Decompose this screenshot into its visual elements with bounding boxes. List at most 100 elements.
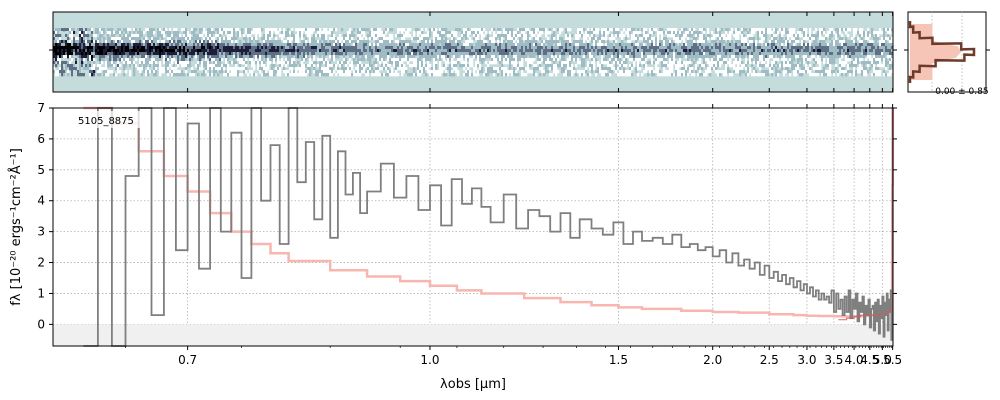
spectrum-2d-pixel <box>405 43 408 47</box>
spectrum-2d-pixel <box>691 46 694 50</box>
spectrum-2d-pixel <box>375 61 378 65</box>
spectrum-2d-pixel <box>593 28 596 32</box>
spectrum-2d-pixel <box>107 61 110 65</box>
spectrum-2d-pixel <box>727 40 730 44</box>
spectrum-2d-pixel <box>399 28 402 32</box>
spectrum-2d-pixel <box>297 49 300 53</box>
spectrum-2d-pixel <box>763 73 766 77</box>
spectrum-2d-pixel <box>143 55 146 59</box>
spectrum-2d-pixel <box>521 31 524 35</box>
spectrum-2d-pixel <box>119 37 122 41</box>
spectrum-2d-pixel <box>125 52 128 56</box>
spectrum-2d-pixel <box>309 52 312 56</box>
spectrum-2d-pixel <box>757 73 760 77</box>
spectrum-2d-pixel <box>757 34 760 38</box>
spectrum-2d-pixel <box>63 49 66 53</box>
spectrum-2d-pixel <box>215 28 218 32</box>
spectrum-2d-pixel <box>413 34 416 38</box>
spectrum-2d-pixel <box>199 43 202 47</box>
spectrum-2d-pixel <box>469 52 472 56</box>
spectrum-2d-pixel <box>439 49 442 53</box>
spectrum-2d-pixel <box>723 73 726 77</box>
spectrum-2d-pixel <box>71 70 74 74</box>
spectrum-2d-pixel <box>467 58 470 62</box>
spectrum-2d-pixel <box>489 37 492 41</box>
spectrum-2d-pixel <box>637 55 640 59</box>
spectrum-2d-pixel <box>787 31 790 35</box>
spectrum-2d-pixel <box>689 49 692 53</box>
spectrum-2d-pixel <box>433 70 436 74</box>
spectrum-2d-pixel <box>669 64 672 68</box>
spectrum-2d-pixel <box>439 73 442 77</box>
spectrum-2d-pixel <box>481 37 484 41</box>
spectrum-2d-pixel <box>709 73 712 77</box>
spectrum-2d-pixel <box>293 34 296 38</box>
spectrum-2d-pixel <box>317 31 320 35</box>
spectrum-2d-pixel <box>353 28 356 32</box>
spectrum-2d-pixel <box>803 67 806 71</box>
spectrum-2d-pixel <box>109 37 112 41</box>
spectrum-2d-pixel <box>527 64 530 68</box>
spectrum-2d-pixel <box>229 37 232 41</box>
spectrum-2d-pixel <box>207 67 210 71</box>
spectrum-2d-pixel <box>83 73 86 77</box>
spectrum-2d-pixel <box>551 49 554 53</box>
spectrum-2d-pixel <box>645 28 648 32</box>
spectrum-2d-pixel <box>679 58 682 62</box>
spectrum-2d-pixel <box>551 55 554 59</box>
spectrum-2d-pixel <box>749 37 752 41</box>
spectrum-2d-pixel <box>251 46 254 50</box>
spectrum-2d-pixel <box>715 58 718 62</box>
spectrum-2d-pixel <box>349 73 352 77</box>
spectrum-2d-pixel <box>335 52 338 56</box>
spectrum-2d-pixel <box>451 64 454 68</box>
spectrum-2d-pixel <box>57 31 60 35</box>
spectrum-2d-pixel <box>365 73 368 77</box>
spectrum-2d-pixel <box>161 37 164 41</box>
spectrum-2d-pixel <box>825 70 828 74</box>
spectrum-2d-pixel <box>253 73 256 77</box>
spectrum-2d-pixel <box>463 43 466 47</box>
spectrum-2d-pixel <box>815 40 818 44</box>
spectrum-2d-pixel <box>739 61 742 65</box>
spectrum-2d-pixel <box>547 46 550 50</box>
spectrum-2d-pixel <box>103 28 106 32</box>
spectrum-2d-pixel <box>617 58 620 62</box>
spectrum-2d-pixel <box>651 46 654 50</box>
spectrum-2d-pixel <box>661 52 664 56</box>
spectrum-2d-pixel <box>791 34 794 38</box>
spectrum-2d-pixel <box>173 40 176 44</box>
spectrum-2d-pixel <box>123 58 126 62</box>
spectrum-2d-pixel <box>655 37 658 41</box>
spectrum-2d-pixel <box>477 46 480 50</box>
spectrum-2d-pixel <box>765 58 768 62</box>
spectrum-2d-pixel <box>197 31 200 35</box>
spectrum-2d-pixel <box>299 67 302 71</box>
spectrum-2d-pixel <box>327 46 330 50</box>
spectrum-2d-pixel <box>343 58 346 62</box>
spectrum-2d-pixel <box>249 28 252 32</box>
spectrum-2d-pixel <box>569 61 572 65</box>
spectrum-2d-pixel <box>259 31 262 35</box>
spectrum-2d-pixel <box>583 40 586 44</box>
spectrum-2d-pixel <box>481 40 484 44</box>
spectrum-2d-pixel <box>433 49 436 53</box>
spectrum-2d-pixel <box>717 46 720 50</box>
spectrum-2d-pixel <box>361 64 364 68</box>
spectrum-2d-pixel <box>377 67 380 71</box>
spectrum-2d-pixel <box>349 43 352 47</box>
spectrum-2d-pixel <box>619 70 622 74</box>
spectrum-2d-pixel <box>87 64 90 68</box>
spectrum-2d-pixel <box>629 70 632 74</box>
spectrum-2d-pixel <box>213 37 216 41</box>
spectrum-2d-pixel <box>211 58 214 62</box>
spectrum-2d-pixel <box>185 52 188 56</box>
spectrum-2d-pixel <box>315 73 318 77</box>
spectrum-2d-pixel <box>159 28 162 32</box>
spectrum-2d-pixel <box>743 46 746 50</box>
spectrum-2d-pixel <box>135 34 138 38</box>
spectrum-2d-pixel <box>361 58 364 62</box>
spectrum-2d-pixel <box>75 46 78 50</box>
spectrum-2d-pixel <box>377 49 380 53</box>
spectrum-2d-pixel <box>167 64 170 68</box>
